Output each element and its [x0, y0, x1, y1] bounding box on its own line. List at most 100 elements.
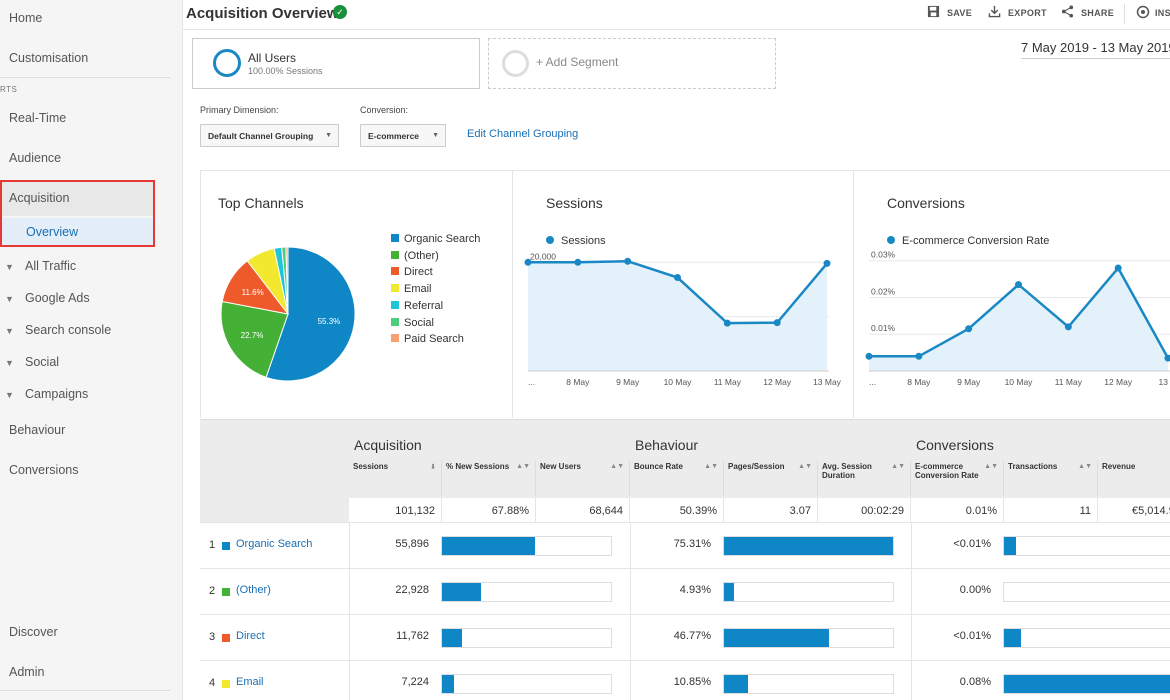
data-point[interactable] [773, 319, 781, 327]
chevron-down-icon: ▼ [432, 132, 439, 139]
conversion-select[interactable]: E-commerce ▼ [360, 124, 446, 147]
data-point[interactable] [674, 274, 681, 282]
share-icon[interactable] [1061, 5, 1074, 21]
col-bounce-rate[interactable]: Bounce Rate ▲▼ [630, 460, 724, 496]
sort-icon: ▲▼ [516, 463, 530, 470]
data-point[interactable] [574, 258, 582, 266]
sidebar-item-acquisition[interactable]: Acquisition [9, 191, 70, 205]
col-separator [349, 661, 350, 700]
data-point[interactable] [1114, 264, 1122, 272]
insights-icon[interactable] [1136, 5, 1150, 22]
col-sessions[interactable]: Sessions ⬇ [349, 460, 442, 496]
table-row[interactable]: 3 Direct 11,762 46.77% <0.01% [200, 614, 1170, 661]
channel-link[interactable]: Direct [236, 630, 265, 642]
sidebar-item-admin[interactable]: Admin [9, 665, 45, 679]
col-conv-rate[interactable]: E-commerce Conversion Rate ▲▼ [911, 460, 1004, 496]
total-conv-rate: 0.01% [911, 498, 1004, 523]
data-point[interactable] [1015, 281, 1022, 289]
sidebar-item-social[interactable]: Social [25, 355, 60, 369]
new-sessions-bar [441, 674, 612, 694]
sidebar-divider [0, 690, 170, 691]
pie-slice-label: 55.3% [318, 317, 341, 326]
col-label: Avg. Session Duration [822, 462, 872, 480]
channel-link[interactable]: (Other) [236, 584, 271, 596]
save-icon[interactable] [927, 5, 940, 21]
pages-session-bar [723, 536, 894, 556]
table-row[interactable]: 1 Organic Search 55,896 75.31% <0.01% [200, 522, 1170, 569]
sidebar-item-overview[interactable]: Overview [26, 225, 79, 239]
export-button[interactable]: EXPORT [1008, 8, 1047, 18]
data-point[interactable] [1164, 354, 1170, 362]
sidebar-item-discover[interactable]: Discover [9, 625, 58, 639]
col-new-users[interactable]: New Users ▲▼ [536, 460, 630, 496]
data-point[interactable] [915, 352, 923, 360]
col-revenue[interactable]: Revenue [1098, 460, 1170, 496]
segment-all-users[interactable]: All Users 100.00% Sessions [192, 38, 480, 89]
sidebar-item-search-console[interactable]: Search console [25, 323, 112, 337]
pie-slice-paid-search[interactable] [285, 246, 289, 315]
pie-slice--other-[interactable] [220, 300, 289, 378]
add-segment-button[interactable]: + Add Segment [488, 38, 776, 89]
sidebar-item-audience[interactable]: Audience [9, 151, 62, 165]
y-tick-label: 20,000 [530, 251, 556, 261]
total-transactions: 11 [1004, 498, 1098, 523]
col-pages-session[interactable]: Pages/Session ▲▼ [724, 460, 818, 496]
sort-icon: ▲▼ [610, 463, 624, 470]
legend-item: (Other) [391, 250, 439, 262]
sort-down-icon: ⬇ [430, 464, 436, 471]
edit-channel-grouping-link[interactable]: Edit Channel Grouping [467, 128, 579, 140]
conversions-legend: E-commerce Conversion Rate [887, 235, 1049, 247]
col-transactions[interactable]: Transactions ▲▼ [1004, 460, 1098, 496]
sidebar-item-realtime[interactable]: Real-Time [9, 111, 67, 125]
export-icon[interactable] [988, 5, 1001, 21]
data-point[interactable] [1064, 323, 1072, 331]
table-header: Acquisition Behaviour Conversions Sessio… [200, 419, 1170, 523]
col-new-sessions[interactable]: % New Sessions ▲▼ [442, 460, 536, 496]
group-acquisition: Acquisition [354, 437, 422, 453]
bar-fill [724, 583, 735, 601]
data-point[interactable] [723, 319, 731, 327]
sidebar-item-google-ads[interactable]: Google Ads [25, 291, 90, 305]
sidebar-item-conversions[interactable]: Conversions [9, 463, 79, 477]
sidebar-item-home[interactable]: Home [9, 11, 43, 25]
channel-link[interactable]: Organic Search [236, 538, 313, 550]
data-point[interactable] [865, 352, 873, 360]
conversion-label: Conversion: [360, 105, 409, 115]
panel-title: Conversions [887, 195, 965, 211]
data-point[interactable] [965, 325, 973, 333]
col-separator [911, 615, 912, 661]
save-button[interactable]: SAVE [947, 8, 973, 18]
row-number: 1 [209, 539, 216, 551]
x-tick-label: 12 May [763, 377, 792, 387]
legend-item: Paid Search [391, 333, 464, 345]
primary-dimension-select[interactable]: Default Channel Grouping ▼ [200, 124, 339, 147]
bar-fill [442, 629, 463, 647]
segment-title: All Users [248, 51, 297, 65]
col-avg-duration[interactable]: Avg. Session Duration ▲▼ [818, 460, 911, 496]
sort-icon: ▲▼ [984, 463, 998, 470]
header-divider [1124, 4, 1125, 24]
total-bounce-rate: 50.39% [630, 498, 724, 523]
channel-swatch [222, 588, 230, 596]
row-number: 2 [209, 585, 216, 597]
col-separator [630, 569, 631, 615]
sidebar-item-campaigns[interactable]: Campaigns [25, 387, 89, 401]
col-label: % New Sessions [446, 462, 510, 471]
series-area [869, 268, 1168, 371]
insights-button[interactable]: INS [1155, 8, 1170, 18]
table-row[interactable]: 2 (Other) 22,928 4.93% 0.00% [200, 568, 1170, 615]
share-button[interactable]: SHARE [1081, 8, 1115, 18]
sidebar-item-behaviour[interactable]: Behaviour [9, 423, 66, 437]
bounce-rate-value: 46.77% [673, 630, 711, 642]
channel-link[interactable]: Email [236, 676, 264, 688]
data-point[interactable] [524, 258, 532, 266]
sidebar-item-all-traffic[interactable]: All Traffic [25, 259, 77, 273]
legend-swatch [391, 267, 399, 276]
sidebar-divider [0, 77, 170, 78]
table-row[interactable]: 4 Email 7,224 10.85% 0.08% [200, 660, 1170, 700]
sidebar-item-customisation[interactable]: Customisation [9, 51, 89, 65]
legend-item: Email [391, 283, 432, 295]
data-point[interactable] [823, 259, 831, 267]
data-point[interactable] [624, 257, 632, 265]
date-range-picker[interactable]: 7 May 2019 - 13 May 2019 [1021, 40, 1170, 59]
